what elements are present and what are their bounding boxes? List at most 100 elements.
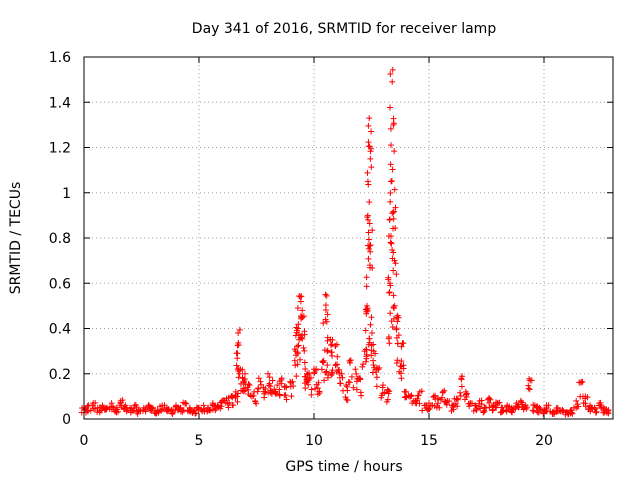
y-tick-label: 1.6 — [49, 50, 71, 66]
data-point-cluster — [506, 403, 513, 410]
data-point-cluster — [378, 394, 385, 401]
data-point-cluster — [328, 349, 335, 356]
data-point-cluster — [390, 304, 397, 311]
data-point-cluster — [364, 214, 371, 221]
data-point-cluster — [603, 406, 610, 413]
y-tick-label: 0.4 — [49, 322, 71, 338]
data-point-cluster — [357, 376, 364, 383]
y-tick-label: 1.2 — [49, 141, 71, 157]
data-point-cluster — [350, 384, 357, 391]
data-point — [366, 115, 373, 122]
data-point-cluster — [418, 388, 425, 395]
data-point-cluster — [226, 399, 233, 406]
data-point-cluster — [366, 245, 373, 252]
data-point-cluster — [397, 362, 404, 369]
data-point-cluster — [255, 385, 262, 392]
data-point-cluster — [405, 392, 412, 399]
data-point-cluster — [486, 395, 493, 402]
data-point-cluster — [308, 386, 315, 393]
data-point-cluster — [296, 331, 303, 338]
data-point-cluster — [390, 292, 397, 299]
data-point-cluster — [465, 400, 472, 407]
data-point-cluster — [344, 383, 351, 390]
data-point-cluster — [576, 379, 583, 386]
y-axis-title: SRMTID / TECUs — [8, 182, 24, 295]
data-point-cluster — [294, 327, 301, 334]
data-point-cluster — [367, 242, 374, 249]
data-point-cluster — [324, 311, 331, 318]
data-point-cluster — [366, 143, 373, 150]
data-point — [367, 155, 374, 162]
data-point-cluster — [148, 404, 155, 411]
data-point-cluster — [362, 358, 369, 365]
data-point-cluster — [387, 161, 394, 168]
data-point-cluster — [387, 125, 394, 132]
data-point-cluster — [106, 403, 113, 410]
data-point-cluster — [415, 392, 422, 399]
data-point-cluster — [225, 404, 232, 411]
data-point-cluster — [396, 368, 403, 375]
data-point-cluster — [134, 410, 141, 417]
data-point-cluster — [525, 385, 532, 392]
data-point-cluster — [386, 388, 393, 395]
data-point-cluster — [553, 405, 560, 412]
x-axis-title: GPS time / hours — [285, 459, 402, 475]
data-point-cluster — [432, 392, 439, 399]
data-point-cluster — [145, 403, 152, 410]
data-point-cluster — [392, 225, 399, 232]
data-point-cluster — [294, 350, 301, 357]
data-point-cluster — [387, 142, 394, 149]
data-point-cluster — [385, 387, 392, 394]
data-point-cluster — [235, 367, 242, 374]
data-point-cluster — [316, 388, 323, 395]
data-point-cluster — [294, 305, 301, 312]
data-point — [324, 348, 331, 355]
data-point-cluster — [366, 198, 373, 205]
data-point-cluster — [290, 383, 297, 390]
data-point-cluster — [369, 330, 376, 337]
data-point-cluster — [362, 327, 369, 334]
data-point — [347, 357, 354, 364]
data-point-cluster — [294, 343, 301, 350]
data-point-cluster — [363, 351, 370, 358]
data-point-cluster — [385, 335, 392, 342]
data-point-cluster — [387, 239, 394, 246]
data-point-cluster — [267, 387, 274, 394]
data-point-cluster — [353, 370, 360, 377]
y-tick-label: 0.8 — [49, 231, 71, 247]
data-point-cluster — [458, 383, 465, 390]
data-point-cluster — [252, 398, 259, 405]
data-point — [390, 121, 397, 128]
data-point-cluster — [282, 383, 289, 390]
data-point-cluster — [236, 370, 243, 377]
data-point-cluster — [278, 380, 285, 387]
data-point-cluster — [297, 298, 304, 305]
data-point — [200, 402, 207, 409]
data-point-cluster — [406, 393, 413, 400]
data-point-cluster — [344, 397, 351, 404]
data-point-cluster — [239, 366, 246, 373]
data-point-cluster — [390, 267, 397, 274]
data-point-cluster — [389, 324, 396, 331]
data-point-cluster — [84, 407, 91, 414]
data-point-cluster — [387, 282, 394, 289]
data-point-cluster — [497, 409, 504, 416]
data-point-cluster — [387, 104, 394, 111]
data-point-cluster — [266, 374, 273, 381]
data-point-cluster — [324, 374, 331, 381]
data-point-cluster — [582, 403, 589, 410]
data-point — [297, 293, 304, 300]
data-point-cluster — [367, 264, 374, 271]
data-point-cluster — [234, 342, 241, 349]
data-point-cluster — [120, 405, 127, 412]
y-tick-label: 0.6 — [49, 276, 71, 292]
data-point-cluster — [329, 352, 336, 359]
data-point-cluster — [580, 399, 587, 406]
data-point-cluster — [293, 324, 300, 331]
data-point-cluster — [391, 186, 398, 193]
data-point-cluster — [327, 336, 334, 343]
data-point-cluster — [392, 260, 399, 267]
data-point-cluster — [265, 382, 272, 389]
